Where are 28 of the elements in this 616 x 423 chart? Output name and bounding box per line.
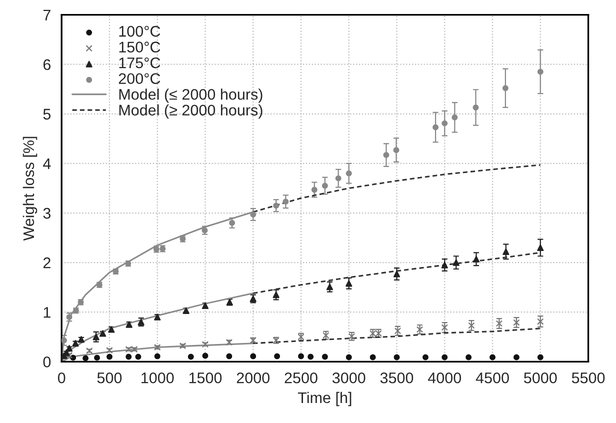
y-tick-label: 2 [43,257,50,268]
y-tick-label: 7 [43,10,50,20]
legend-label: 150°C [119,42,160,52]
x-tick-label: 3500 [380,372,414,384]
legend-label: 175°C [119,57,160,68]
legend-label: 100°C [119,26,160,37]
x-tick-label: 1000 [142,372,174,384]
y-tick-label: 1 [44,307,50,318]
x-tick-label: 500 [97,372,122,384]
x-axis-title: Time [h] [298,392,352,406]
x-tick-label: 2000 [236,372,270,384]
x-tick-label: 4000 [428,372,462,384]
y-axis-title: Weight loss [%] [22,136,38,241]
x-tick-label: 5000 [524,372,557,384]
x-tick-label: 1500 [189,372,222,384]
x-tick-label: 4500 [476,372,509,384]
y-tick-label: 6 [43,59,51,70]
x-tick-label: 2500 [284,372,318,384]
legend-label: Model (≤ 2000 hours) [119,88,262,103]
y-tick-label: 3 [43,208,51,219]
legend-label: Model (≥ 2000 hours) [119,104,262,119]
x-tick-label: 3000 [332,372,366,384]
y-tick-label: 4 [43,158,51,169]
x-tick-label: 5500 [572,372,605,384]
y-tick-label: 0 [43,356,51,368]
y-tick-label: 5 [43,108,51,120]
x-tick-label: 0 [58,372,66,384]
legend-label: 200°C [118,73,160,84]
